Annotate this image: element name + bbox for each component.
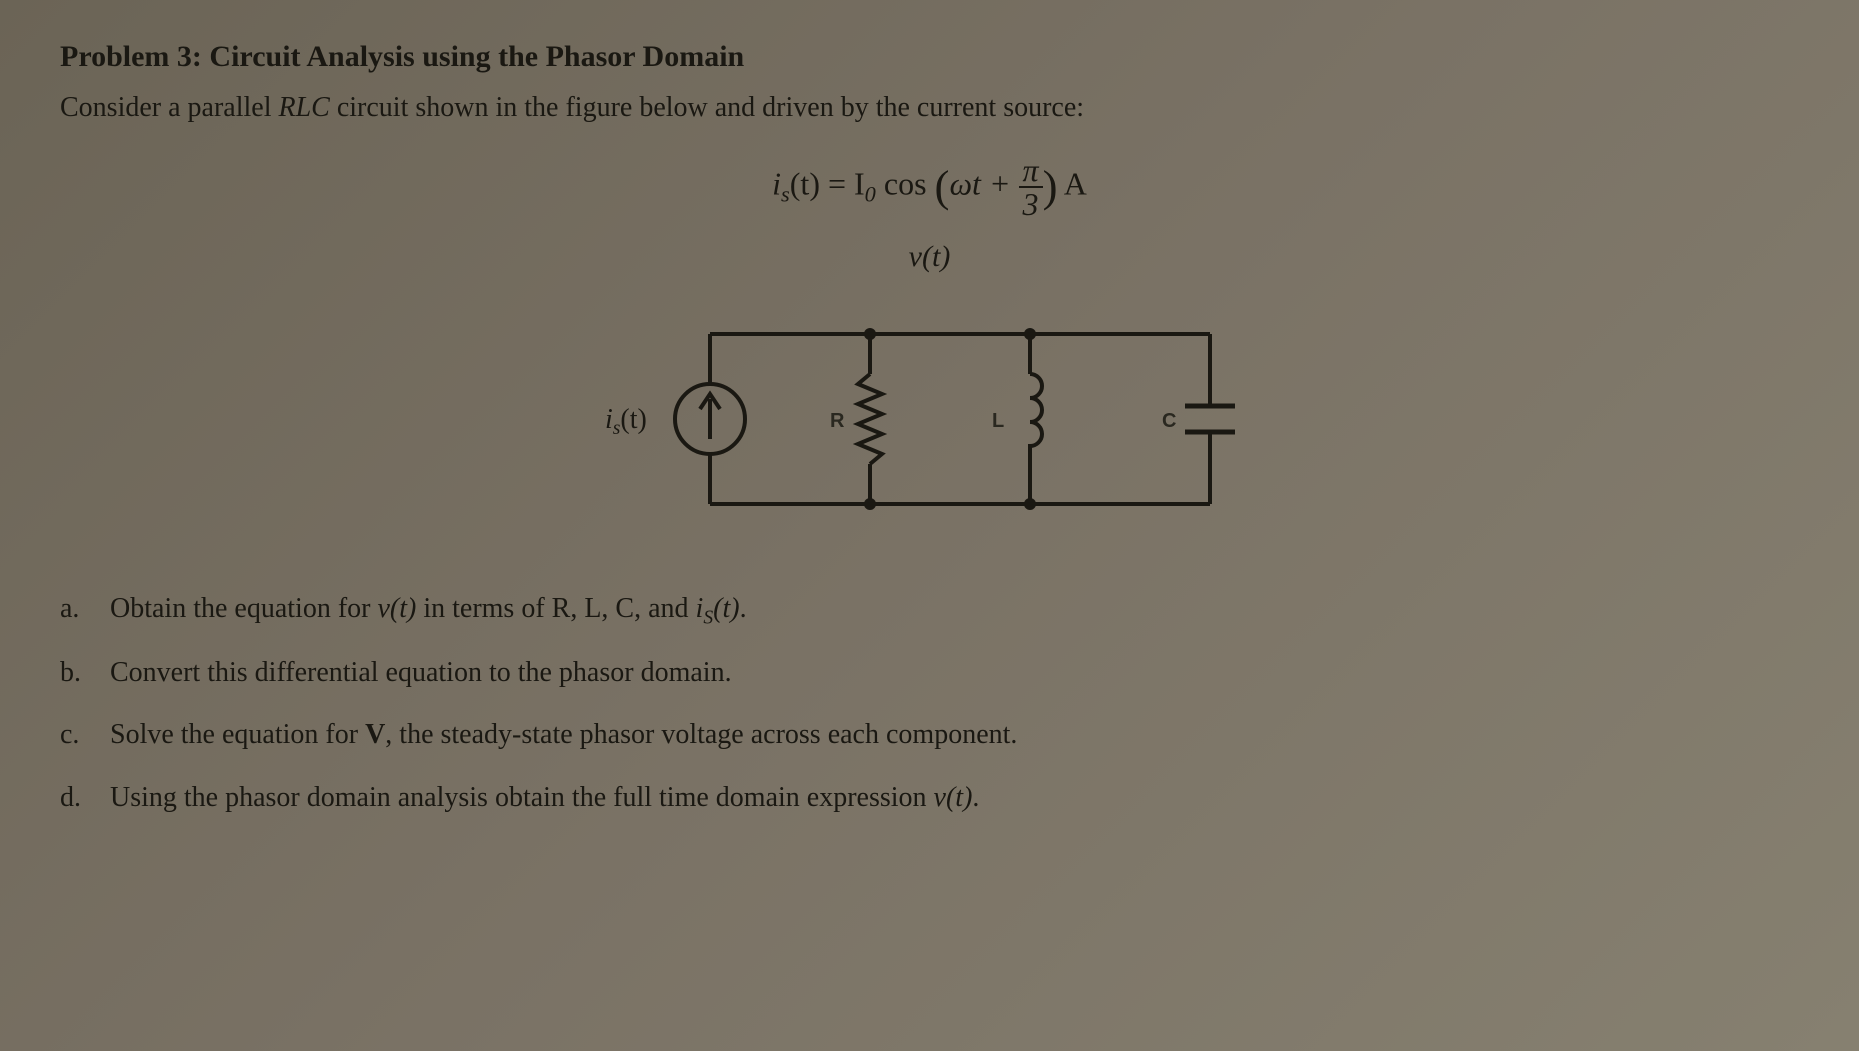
qc-suffix: , the steady-state phasor voltage across…: [385, 719, 1017, 750]
qd-suffix: .: [972, 782, 979, 813]
eq-wt: ωt +: [949, 165, 1018, 201]
question-c: c. Solve the equation for V, the steady-…: [60, 710, 1799, 760]
q-letter: c.: [60, 710, 110, 760]
eq-0: 0: [865, 182, 876, 207]
qc-prefix: Solve the equation for: [110, 719, 365, 750]
eq-frac-top: π: [1019, 154, 1043, 188]
qa-em1: v(t): [377, 593, 416, 624]
circuit-svg: is(t) R L C: [570, 294, 1290, 544]
qd-prefix: Using the phasor domain analysis obtain …: [110, 782, 934, 813]
qc-bold: V: [365, 719, 385, 750]
q-text: Using the phasor domain analysis obtain …: [110, 773, 979, 823]
q-text: Obtain the equation for v(t) in terms of…: [110, 584, 747, 636]
capacitor: [1185, 406, 1235, 432]
vt-label: v(t): [60, 240, 1799, 274]
questions-list: a. Obtain the equation for v(t) in terms…: [60, 584, 1799, 823]
source-equation: is(t) = I0 cos (ωt + π3) A: [60, 154, 1799, 220]
c-label: C: [1162, 410, 1176, 432]
question-a: a. Obtain the equation for v(t) in terms…: [60, 584, 1799, 636]
q-text: Solve the equation for V, the steady-sta…: [110, 710, 1017, 760]
question-b: b. Convert this differential equation to…: [60, 648, 1799, 698]
qa-prefix: Obtain the equation for: [110, 593, 377, 624]
qa-em2: iS(t): [696, 593, 740, 624]
intro-suffix: circuit shown in the figure below and dr…: [330, 92, 1084, 123]
eq-open: (: [935, 161, 950, 211]
intro-text: Consider a parallel RLC circuit shown in…: [60, 92, 1799, 124]
eq-frac-bot: 3: [1019, 188, 1043, 220]
current-source: [675, 384, 745, 454]
qd-em: v(t): [934, 782, 973, 813]
qa-mid: in terms of R, L, C, and: [416, 593, 695, 624]
question-d: d. Using the phasor domain analysis obta…: [60, 773, 1799, 823]
l-label: L: [992, 410, 1004, 432]
problem-title: Problem 3: Circuit Analysis using the Ph…: [60, 40, 1799, 74]
intro-prefix: Consider a parallel: [60, 92, 278, 123]
intro-rlc: RLC: [278, 92, 329, 123]
eq-frac: π3: [1019, 154, 1043, 220]
q-letter: d.: [60, 773, 110, 823]
eq-s: s: [781, 182, 790, 207]
q-text: Convert this differential equation to th…: [110, 648, 732, 698]
eq-unit: A: [1057, 165, 1086, 201]
r-label: R: [830, 410, 845, 432]
inductor: [1030, 374, 1042, 464]
eq-close: ): [1043, 161, 1058, 211]
resistor: [858, 374, 882, 464]
source-label: is(t): [605, 404, 647, 439]
qa-suffix: .: [740, 593, 747, 624]
eq-i: i: [772, 165, 781, 201]
eq-t: (t) = I: [790, 165, 865, 201]
q-letter: b.: [60, 648, 110, 698]
q-letter: a.: [60, 584, 110, 636]
eq-cos: cos: [876, 165, 927, 201]
circuit-figure: is(t) R L C: [60, 294, 1799, 544]
wires: [710, 334, 1210, 504]
nodes: [864, 328, 1036, 510]
